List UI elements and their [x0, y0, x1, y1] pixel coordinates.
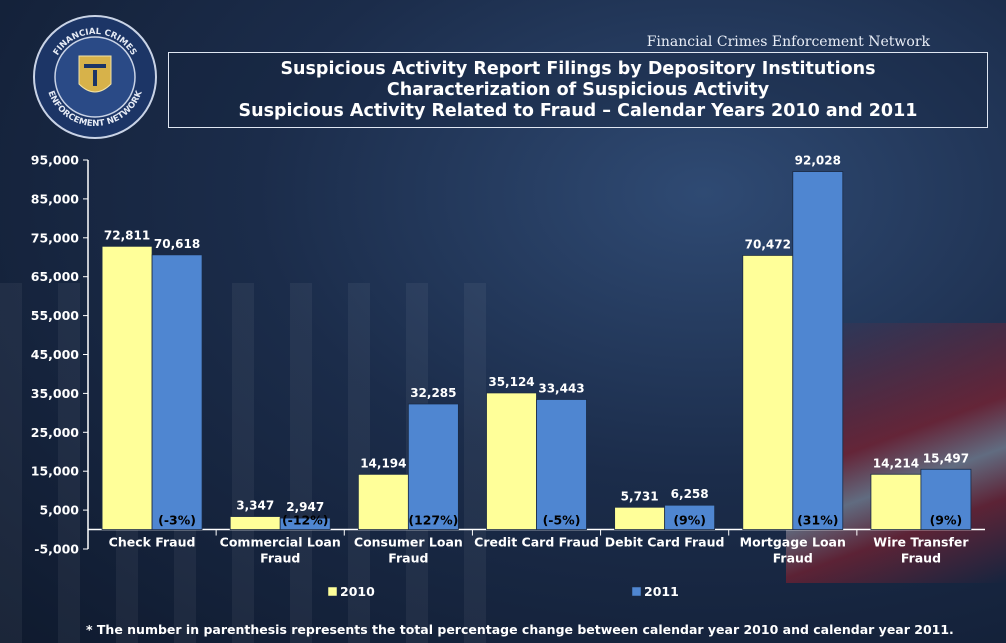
y-tick-label: 5,000 [39, 503, 79, 518]
data-label-2011: 92,028 [795, 154, 841, 168]
legend-label-2011: 2011 [644, 584, 679, 599]
y-tick-label: 25,000 [31, 425, 80, 440]
y-tick-label: 85,000 [31, 191, 80, 206]
bar-2011 [920, 468, 972, 530]
title-line-2: Characterization of Suspicious Activity [386, 79, 770, 100]
category-label: Check Fraud [109, 535, 196, 550]
pct-change-label: (31%) [797, 513, 838, 528]
bar-2010 [614, 506, 666, 530]
bar-2010 [101, 245, 153, 530]
organization-name: Financial Crimes Enforcement Network [646, 34, 930, 50]
category-label: Consumer Loan [354, 535, 463, 550]
category-label: Fraud [388, 551, 428, 566]
legend-label-2010: 2010 [340, 584, 375, 599]
pct-change-label: (9%) [930, 513, 963, 528]
data-label-2010: 5,731 [621, 489, 659, 503]
data-label-2010: 70,472 [745, 237, 791, 251]
pct-change-label: (127%) [408, 513, 458, 528]
chart-title-box: Suspicious Activity Report Filings by De… [168, 52, 988, 128]
y-tick-label: 65,000 [31, 269, 80, 284]
title-line-3: Suspicious Activity Related to Fraud – C… [238, 100, 918, 121]
data-label-2010: 14,214 [873, 456, 919, 470]
data-label-2011: 15,497 [923, 451, 969, 465]
footnote: * The number in parenthesis represents t… [86, 622, 954, 637]
bar-2010 [229, 516, 281, 530]
pct-change-label: (9%) [673, 513, 706, 528]
bar-2011 [792, 171, 844, 530]
category-label: Fraud [901, 551, 941, 566]
category-label: Wire Transfer [873, 535, 969, 550]
fincen-seal: FINANCIAL CRIMES ENFORCEMENT NETWORK [33, 15, 157, 139]
bar-2011 [536, 399, 587, 530]
category-label: Fraud [260, 551, 300, 566]
y-tick-label: 15,000 [31, 464, 80, 479]
y-tick-label: 95,000 [31, 153, 80, 168]
data-label-2011: 2,947 [286, 500, 324, 514]
bar-2011 [279, 517, 331, 530]
bar-2010 [870, 473, 922, 530]
category-label: Debit Card Fraud [605, 535, 725, 550]
category-label: Credit Card Fraud [474, 535, 599, 550]
y-tick-label: 45,000 [31, 347, 80, 362]
y-tick-label: -5,000 [34, 542, 79, 557]
pct-change-label: (-12%) [282, 513, 329, 528]
data-label-2010: 3,347 [236, 499, 274, 513]
pct-change-label: (-5%) [543, 513, 581, 528]
data-label-2011: 33,443 [538, 381, 584, 395]
category-label: Fraud [773, 551, 813, 566]
y-tick-label: 35,000 [31, 386, 80, 401]
bar-2011 [151, 254, 203, 530]
y-tick-label: 55,000 [31, 308, 80, 323]
bar-2010 [742, 255, 794, 530]
y-tick-label: 75,000 [31, 230, 80, 245]
category-label: Commercial Loan [220, 535, 341, 550]
bar-2010 [486, 392, 537, 530]
data-label-2011: 6,258 [671, 487, 709, 501]
data-label-2010: 35,124 [488, 375, 534, 389]
data-label-2010: 72,811 [104, 228, 150, 242]
legend-swatch-2010 [327, 586, 338, 597]
data-label-2010: 14,194 [360, 456, 406, 470]
legend-swatch-2011 [631, 586, 642, 597]
category-label: Mortgage Loan [740, 535, 846, 550]
title-line-1: Suspicious Activity Report Filings by De… [280, 58, 876, 79]
bar-2011 [664, 504, 716, 530]
data-label-2011: 70,618 [154, 237, 200, 251]
pct-change-label: (-3%) [158, 513, 196, 528]
bar-2011 [407, 403, 459, 530]
data-label-2011: 32,285 [410, 386, 456, 400]
bar-2010 [357, 473, 409, 530]
